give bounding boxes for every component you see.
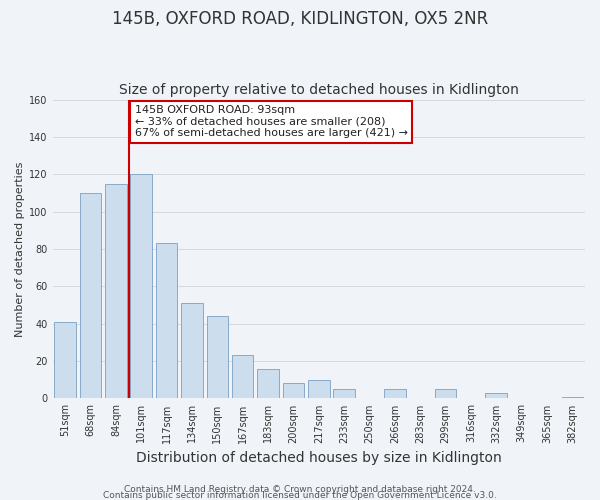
Bar: [55, 322, 76, 398]
Bar: [435, 389, 457, 398]
Bar: [257, 368, 279, 398]
Text: 145B OXFORD ROAD: 93sqm
← 33% of detached houses are smaller (208)
67% of semi-d: 145B OXFORD ROAD: 93sqm ← 33% of detache…: [135, 105, 408, 138]
Bar: [308, 380, 329, 398]
X-axis label: Distribution of detached houses by size in Kidlington: Distribution of detached houses by size …: [136, 451, 502, 465]
Text: Contains HM Land Registry data © Crown copyright and database right 2024.: Contains HM Land Registry data © Crown c…: [124, 484, 476, 494]
Bar: [384, 389, 406, 398]
Bar: [156, 244, 178, 398]
Bar: [334, 389, 355, 398]
Bar: [283, 384, 304, 398]
Bar: [562, 396, 583, 398]
Bar: [105, 184, 127, 398]
Text: 145B, OXFORD ROAD, KIDLINGTON, OX5 2NR: 145B, OXFORD ROAD, KIDLINGTON, OX5 2NR: [112, 10, 488, 28]
Bar: [232, 356, 253, 399]
Bar: [485, 393, 507, 398]
Bar: [80, 193, 101, 398]
Text: Contains public sector information licensed under the Open Government Licence v3: Contains public sector information licen…: [103, 490, 497, 500]
Bar: [206, 316, 228, 398]
Title: Size of property relative to detached houses in Kidlington: Size of property relative to detached ho…: [119, 83, 519, 97]
Bar: [130, 174, 152, 398]
Y-axis label: Number of detached properties: Number of detached properties: [15, 162, 25, 336]
Bar: [181, 303, 203, 398]
